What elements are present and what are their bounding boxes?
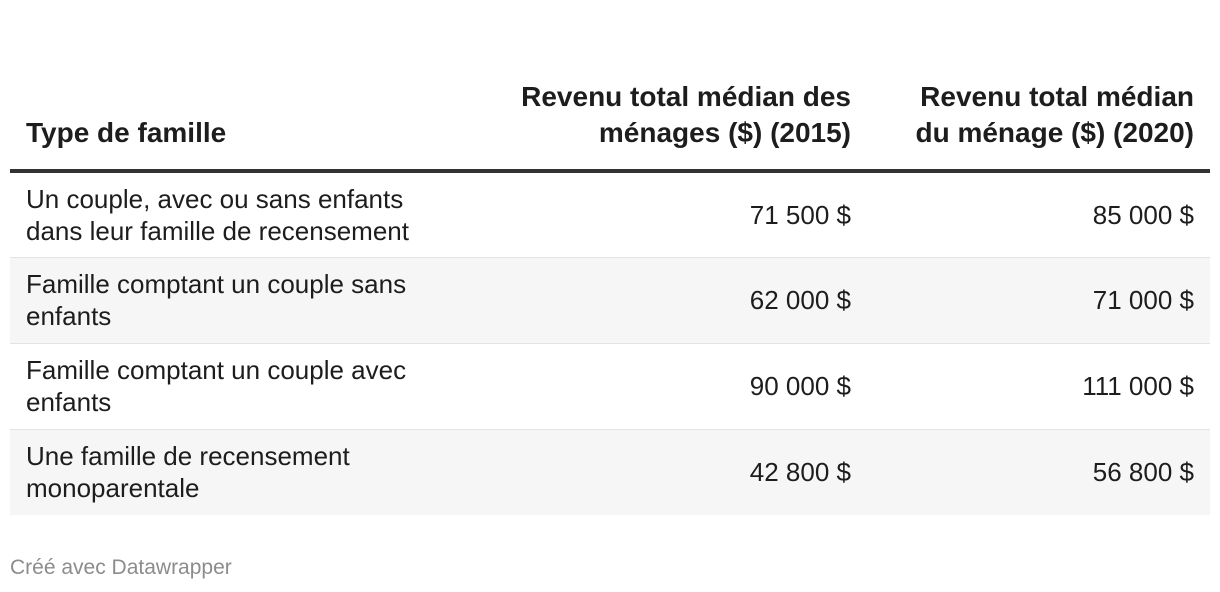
table-row: Une famille de recensement monoparentale… — [10, 429, 1210, 515]
income-2015-cell: 62 000 $ — [435, 257, 867, 344]
header-row: Type de famille Revenu total médian des … — [10, 0, 1210, 173]
family-type-cell: Un couple, avec ou sans enfants dans leu… — [10, 171, 435, 258]
income-2020-cell: 85 000 $ — [867, 171, 1210, 258]
data-table-container: Type de famille Revenu total médian des … — [10, 0, 1210, 515]
income-2015-cell: 90 000 $ — [435, 343, 867, 430]
income-2020-cell: 56 800 $ — [867, 429, 1210, 515]
table-row: Famille comptant un couple sans enfants … — [10, 257, 1210, 344]
income-2020-cell: 71 000 $ — [867, 257, 1210, 344]
income-2015-cell: 71 500 $ — [435, 171, 867, 258]
table-row: Famille comptant un couple avec enfants … — [10, 343, 1210, 430]
table-header: Type de famille Revenu total médian des … — [10, 0, 1210, 173]
table-row: Un couple, avec ou sans enfants dans leu… — [10, 171, 1210, 258]
datawrapper-credit[interactable]: Créé avec Datawrapper — [10, 556, 232, 579]
column-header-family-type[interactable]: Type de famille — [10, 0, 435, 173]
column-header-income-2020[interactable]: Revenu total médian du ménage ($) (2020) — [867, 0, 1210, 173]
family-type-cell: Famille comptant un couple avec enfants — [10, 343, 435, 430]
income-2020-cell: 111 000 $ — [867, 343, 1210, 430]
income-2015-cell: 42 800 $ — [435, 429, 867, 515]
family-type-cell: Famille comptant un couple sans enfants — [10, 257, 435, 344]
column-header-income-2015[interactable]: Revenu total médian des ménages ($) (201… — [435, 0, 867, 173]
table-body: Un couple, avec ou sans enfants dans leu… — [10, 171, 1210, 515]
income-table: Type de famille Revenu total médian des … — [10, 0, 1210, 515]
family-type-cell: Une famille de recensement monoparentale — [10, 429, 435, 515]
